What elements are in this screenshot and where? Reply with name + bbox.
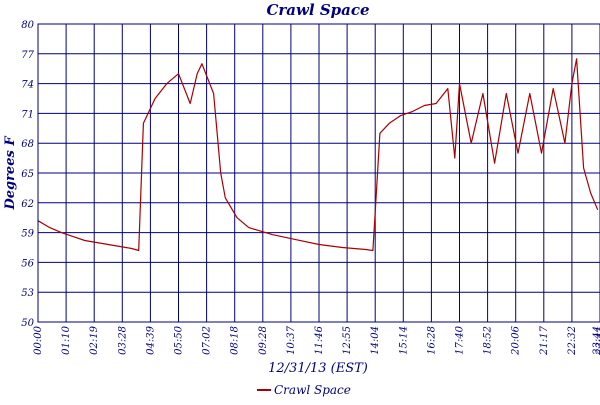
y-tick-label: 50 — [21, 318, 34, 329]
x-tick-label: 20:06 — [511, 325, 522, 355]
y-tick-label: 53 — [21, 288, 34, 299]
x-tick-label: 14:04 — [370, 326, 381, 355]
x-tick-label: 23:44 — [592, 326, 600, 356]
y-tick-label: 65 — [21, 169, 34, 180]
x-tick-label: 21:17 — [539, 325, 550, 355]
legend-label: Crawl Space — [274, 383, 351, 397]
x-tick-label: 10:37 — [286, 325, 297, 354]
x-tick-label: 09:28 — [258, 326, 269, 355]
y-tick-label: 77 — [21, 50, 34, 61]
x-tick-label: 03:28 — [117, 326, 128, 355]
x-tick-label: 07:02 — [202, 326, 213, 355]
x-tick-label: 15:14 — [398, 326, 409, 355]
series-line-crawl-space — [37, 58, 599, 252]
x-tick-label: 18:52 — [483, 326, 494, 355]
x-tick-label: 12:55 — [342, 326, 353, 355]
x-tick-label: 01:10 — [61, 325, 72, 354]
x-tick-label: 11:46 — [314, 325, 325, 354]
x-tick-label: 04:39 — [145, 325, 156, 354]
grid-layer — [37, 23, 600, 323]
x-tick-label: 17:40 — [455, 325, 466, 354]
x-tick-label: 23:41 — [595, 326, 600, 356]
x-tick-label: 05:50 — [174, 325, 185, 354]
x-tick-label: 00:00 — [33, 325, 44, 354]
y-tick-label: 74 — [21, 80, 34, 91]
x-tick-labels: 00:00 01:10 02:19 03:28 04:39 05:50 07:02 08:18… — [33, 325, 600, 355]
y-tick-label: 68 — [21, 139, 34, 150]
series-layer — [37, 58, 599, 252]
y-tick-label: 59 — [21, 229, 34, 240]
y-axis-label: Degrees F — [3, 136, 18, 211]
y-tick-label: 71 — [21, 109, 34, 120]
y-tick-label: 80 — [21, 20, 34, 31]
y-tick-label: 56 — [21, 258, 34, 269]
x-tick-label: 02:19 — [89, 325, 100, 354]
legend: Crawl Space — [257, 383, 351, 397]
chart-title: Crawl Space — [266, 1, 369, 19]
x-tick-label: 08:18 — [230, 326, 241, 355]
plot-frame — [37, 23, 600, 323]
y-tick-labels: 50 53 56 59 62 65 68 71 74 77 80 — [21, 20, 34, 329]
x-tick-label: 22:32 — [567, 326, 578, 356]
x-axis-label: 12/31/13 (EST) — [268, 361, 368, 376]
y-tick-label: 62 — [21, 199, 34, 210]
x-tick-label: 16:28 — [426, 326, 437, 355]
